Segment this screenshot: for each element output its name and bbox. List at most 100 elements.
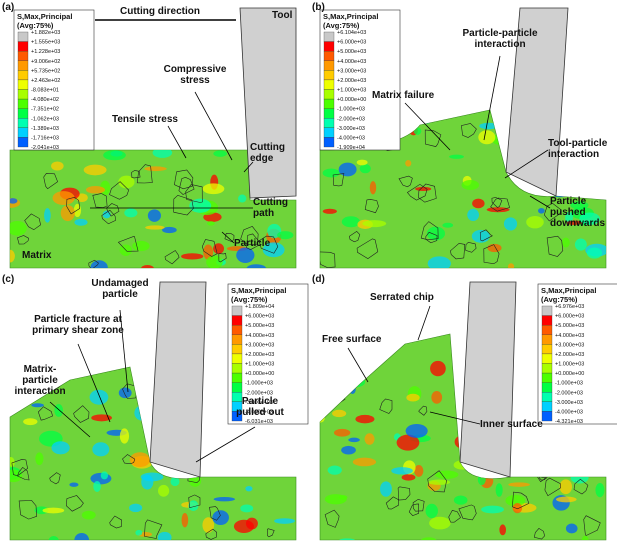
colorbar-label: -8.083e+01 bbox=[31, 88, 59, 94]
stress-blob bbox=[205, 377, 228, 383]
stress-blob bbox=[103, 150, 126, 161]
annotation: Cutting direction bbox=[120, 6, 200, 17]
stress-blob bbox=[338, 162, 357, 177]
particle bbox=[450, 242, 466, 260]
particle bbox=[178, 176, 195, 195]
particle bbox=[408, 503, 419, 516]
stress-blob bbox=[52, 191, 75, 206]
stress-blob bbox=[245, 486, 253, 492]
stress-blob bbox=[427, 256, 451, 268]
stress-blob bbox=[10, 220, 27, 236]
stress-blob bbox=[274, 518, 295, 524]
annotation: edge bbox=[250, 153, 274, 164]
stress-blob bbox=[238, 194, 247, 203]
stress-blob bbox=[427, 479, 451, 485]
stress-blob bbox=[129, 503, 143, 513]
leader-line bbox=[243, 161, 254, 173]
annotation: pulled out bbox=[236, 407, 284, 418]
particle bbox=[398, 175, 413, 188]
stress-blob bbox=[479, 122, 499, 130]
annotation: Free surface bbox=[322, 334, 382, 345]
particle bbox=[328, 383, 341, 396]
colorbar-band bbox=[323, 108, 335, 119]
colorbar-label: +6.104e+03 bbox=[337, 30, 366, 36]
stress-blob bbox=[369, 181, 377, 195]
annotation: Inner surface bbox=[480, 419, 543, 430]
stress-blob bbox=[348, 437, 360, 443]
annotation: Undamaged bbox=[91, 278, 148, 289]
colorbar-label: +6.000e+03 bbox=[555, 314, 584, 320]
particle bbox=[324, 509, 340, 528]
colorbar-band bbox=[17, 41, 29, 52]
stress-blob bbox=[132, 240, 150, 252]
colorbar-label: +4.000e+03 bbox=[337, 59, 366, 65]
particle bbox=[458, 504, 477, 521]
stress-blob bbox=[147, 209, 161, 222]
stress-blob bbox=[145, 225, 165, 230]
particle bbox=[272, 444, 283, 458]
stress-blob bbox=[405, 159, 412, 167]
colorbar-label: +1.809e+04 bbox=[245, 304, 274, 310]
stress-blob bbox=[430, 360, 446, 377]
particle bbox=[533, 528, 545, 540]
stress-blob bbox=[435, 470, 459, 479]
stress-blob bbox=[349, 384, 356, 395]
tool bbox=[459, 281, 517, 478]
particle bbox=[224, 233, 235, 243]
annotation: Compressive bbox=[164, 64, 227, 75]
legend-subtitle: (Avg:75%) bbox=[323, 21, 360, 30]
stress-blob bbox=[10, 457, 15, 468]
stress-blob bbox=[559, 479, 573, 495]
colorbar-band bbox=[17, 89, 29, 100]
colorbar-band bbox=[323, 31, 335, 42]
particle bbox=[269, 441, 285, 465]
stress-blob bbox=[10, 469, 23, 483]
stress-blob bbox=[85, 186, 105, 194]
particle bbox=[465, 241, 477, 253]
colorbar-band bbox=[231, 372, 243, 383]
colorbar-band bbox=[541, 392, 553, 402]
annotation: Particle bbox=[234, 238, 271, 249]
colorbar-band bbox=[323, 137, 335, 148]
stress-blob bbox=[69, 482, 79, 487]
particle bbox=[66, 196, 81, 215]
stress-blob bbox=[276, 422, 292, 439]
stress-blob bbox=[359, 164, 371, 174]
particle bbox=[320, 251, 336, 268]
particle bbox=[332, 173, 345, 187]
annotation: interaction bbox=[548, 149, 599, 160]
stress-blob bbox=[89, 389, 109, 405]
colorbar-label: -4.000e+03 bbox=[555, 409, 583, 415]
leader-line bbox=[194, 91, 233, 161]
legend: S,Max,Principal(Avg:75%)+1.809e+04 +6.000… bbox=[227, 283, 309, 425]
particle bbox=[364, 199, 379, 214]
colorbar-label: +1.228e+03 bbox=[31, 49, 60, 55]
stress-blob bbox=[566, 220, 583, 226]
stress-blob bbox=[170, 476, 180, 487]
colorbar-band bbox=[541, 325, 553, 335]
legend: S,Max,Principal(Avg:75%)+1.882e+03 +1.555… bbox=[13, 9, 95, 151]
stress-blob bbox=[51, 441, 70, 455]
stress-blob bbox=[581, 535, 589, 540]
colorbar-band bbox=[541, 353, 553, 364]
colorbar-band bbox=[541, 401, 553, 412]
colorbar-label: -2.000e+03 bbox=[337, 116, 365, 122]
particle bbox=[427, 470, 447, 493]
particle bbox=[65, 495, 84, 512]
particle bbox=[49, 472, 61, 485]
stress-blob bbox=[91, 414, 112, 422]
annotation: Particle bbox=[550, 196, 587, 207]
stress-blob bbox=[181, 512, 189, 528]
stress-blob bbox=[538, 207, 545, 214]
particle bbox=[101, 209, 116, 225]
particle bbox=[218, 253, 227, 263]
stress-blob bbox=[555, 496, 577, 503]
stress-blob bbox=[362, 220, 387, 228]
annotation: Particle-particle bbox=[462, 28, 537, 39]
leader-line bbox=[347, 347, 369, 383]
particle bbox=[546, 235, 564, 257]
stress-blob bbox=[83, 164, 107, 176]
stress-blob bbox=[559, 469, 567, 475]
annotation: particle bbox=[22, 375, 58, 386]
colorbar-label: +2.000e+03 bbox=[337, 78, 366, 84]
